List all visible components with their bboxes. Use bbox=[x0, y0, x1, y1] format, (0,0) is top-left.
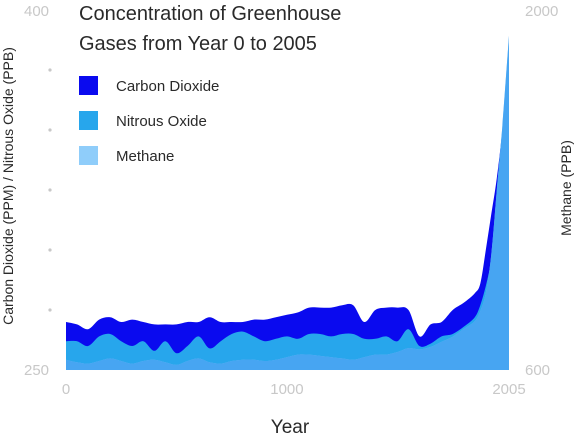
methane-band bbox=[66, 35, 509, 370]
legend: Carbon Dioxide Nitrous Oxide Methane bbox=[79, 76, 219, 165]
area-series-0 bbox=[66, 58, 509, 370]
chart-title-line-2: Gases from Year 0 to 2005 bbox=[79, 33, 317, 55]
legend-swatch-2 bbox=[79, 146, 98, 165]
x-axis-label: Year bbox=[271, 417, 310, 435]
left-tick-label-1: 250 bbox=[24, 362, 49, 379]
left-minor-tick-3 bbox=[48, 248, 52, 252]
y-axis-left-label: Carbon Dioxide (PPM) / Nitrous Oxide (PP… bbox=[0, 47, 16, 325]
legend-label-1: Nitrous Oxide bbox=[116, 113, 207, 130]
legend-label-2: Methane bbox=[116, 148, 174, 165]
left-minor-tick-1 bbox=[48, 128, 52, 132]
chart-areas bbox=[66, 35, 509, 370]
x-tick-label-2: 2005 bbox=[492, 381, 525, 398]
axis-ticks: 0 1000 2005 400 250 2000 600 bbox=[24, 3, 558, 398]
legend-swatch-1 bbox=[79, 111, 98, 130]
x-tick-label-1: 1000 bbox=[270, 381, 303, 398]
legend-swatch-0 bbox=[79, 76, 98, 95]
chart-title-line-1: Concentration of Greenhouse bbox=[79, 3, 341, 25]
legend-label-0: Carbon Dioxide bbox=[116, 78, 219, 95]
x-tick-label-0: 0 bbox=[62, 381, 70, 398]
left-minor-tick-2 bbox=[48, 188, 52, 192]
y-axis-right-label: Methane (PPB) bbox=[558, 140, 574, 236]
left-tick-label-0: 400 bbox=[24, 3, 49, 20]
right-tick-label-0: 2000 bbox=[525, 3, 558, 20]
right-tick-label-1: 600 bbox=[525, 362, 550, 379]
left-minor-tick-0 bbox=[48, 68, 52, 72]
left-minor-tick-4 bbox=[48, 308, 52, 312]
